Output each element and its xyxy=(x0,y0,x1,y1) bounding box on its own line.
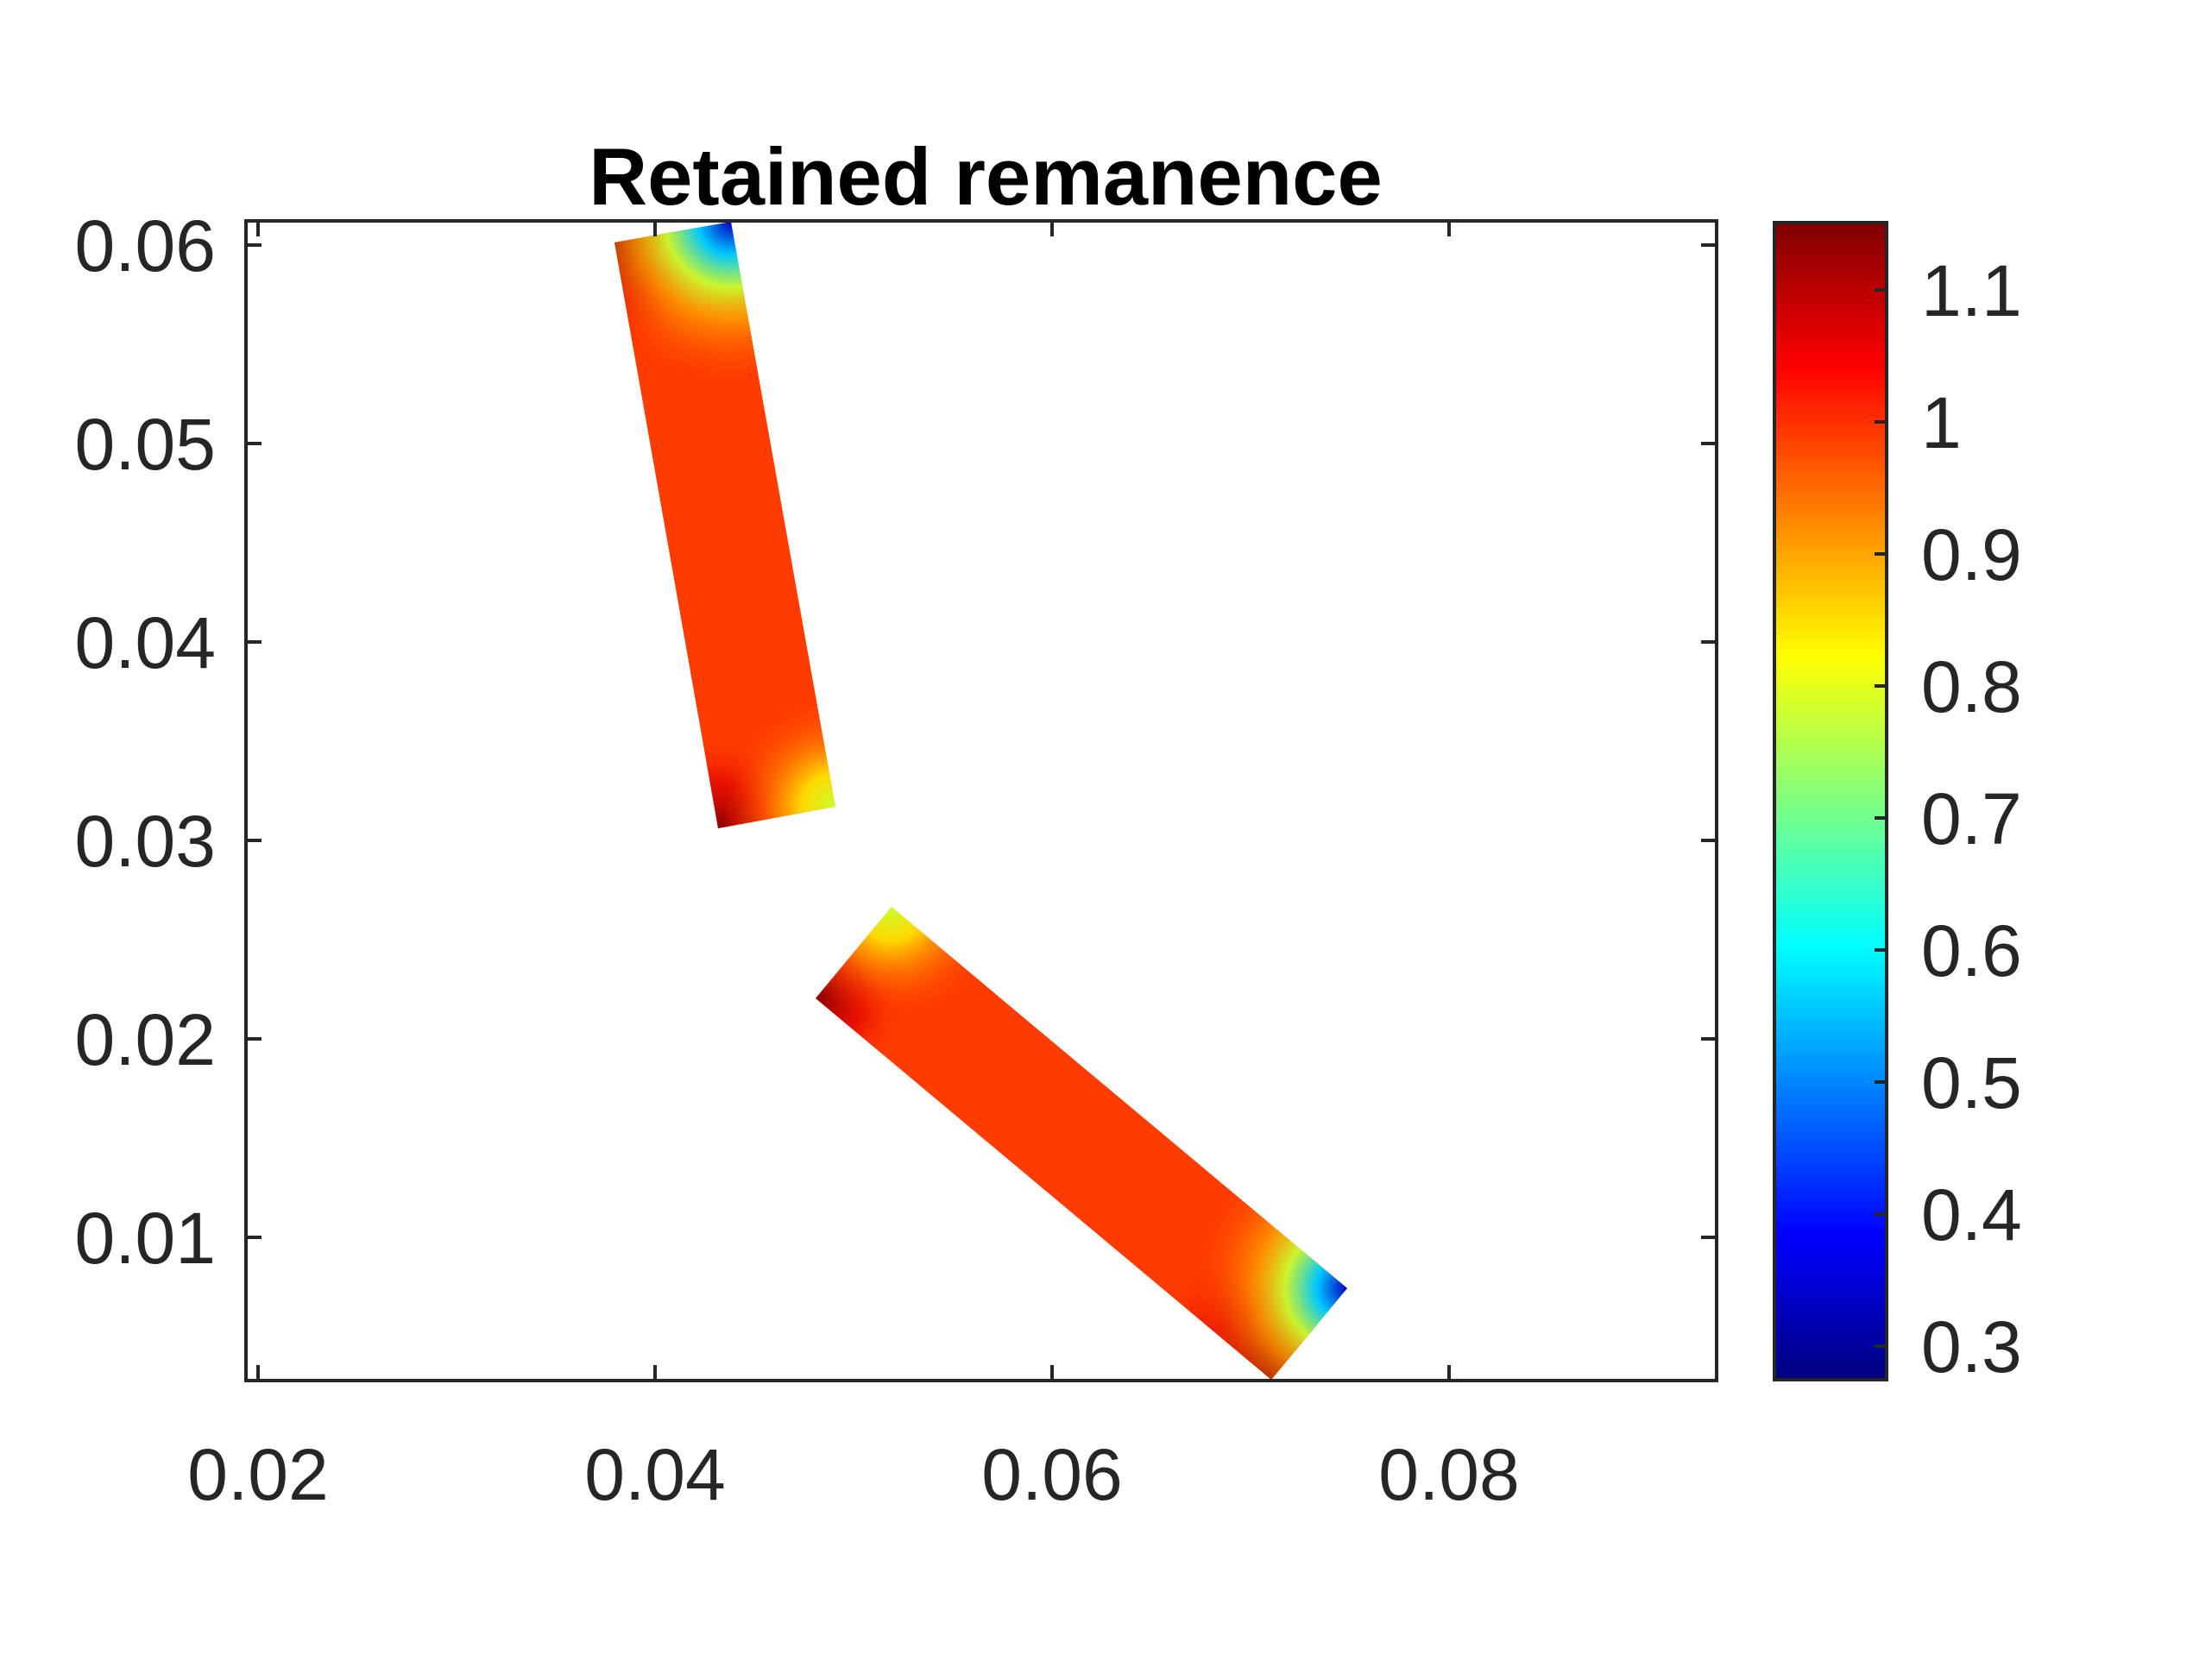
y-tick-label: 0.06 xyxy=(75,205,217,286)
y-tick-label: 0.04 xyxy=(75,602,217,683)
colorbar-label: 0.5 xyxy=(1921,1042,2022,1123)
colorbar-label: 0.8 xyxy=(1921,646,2022,727)
colorbar-labels: 1.1 1 0.9 0.8 0.7 0.6 0.5 0.4 0.3 xyxy=(1921,250,2022,1387)
x-tick-label: 0.04 xyxy=(584,1434,726,1515)
colorbar-label: 0.4 xyxy=(1921,1174,2022,1255)
colorbar-label: 1 xyxy=(1921,382,1962,463)
x-tick-label: 0.06 xyxy=(981,1434,1123,1515)
colorbar-label: 0.9 xyxy=(1921,514,2022,595)
colorbar-ticks xyxy=(1875,288,1887,1348)
x-tick-labels: 0.02 0.04 0.06 0.08 xyxy=(187,1434,1520,1515)
x-ticks xyxy=(256,221,1451,1381)
colorbar-label: 0.6 xyxy=(1921,910,2022,991)
y-ticks xyxy=(246,243,1717,1239)
axes-box xyxy=(244,219,1718,1382)
colorbar-label: 0.3 xyxy=(1921,1306,2022,1387)
y-tick-label: 0.02 xyxy=(75,999,217,1080)
y-tick-labels: 0.01 0.02 0.03 0.04 0.05 0.06 xyxy=(75,205,217,1279)
chart-title: Retained remanence xyxy=(589,131,1383,222)
colorbar: 1.1 1 0.9 0.8 0.7 0.6 0.5 0.4 0.3 xyxy=(1773,221,2022,1387)
x-tick-label: 0.02 xyxy=(187,1434,329,1515)
x-tick-label: 0.08 xyxy=(1378,1434,1520,1515)
colorbar-gradient xyxy=(1774,223,1887,1380)
upper-magnet-patch xyxy=(614,222,835,828)
colorbar-label: 0.7 xyxy=(1921,778,2022,859)
colorbar-label: 1.1 xyxy=(1921,250,2022,331)
y-tick-label: 0.05 xyxy=(75,404,217,485)
data-area xyxy=(614,222,1347,1380)
y-tick-label: 0.03 xyxy=(75,801,217,882)
y-tick-label: 0.01 xyxy=(75,1198,217,1279)
lower-magnet-patch xyxy=(816,907,1347,1380)
